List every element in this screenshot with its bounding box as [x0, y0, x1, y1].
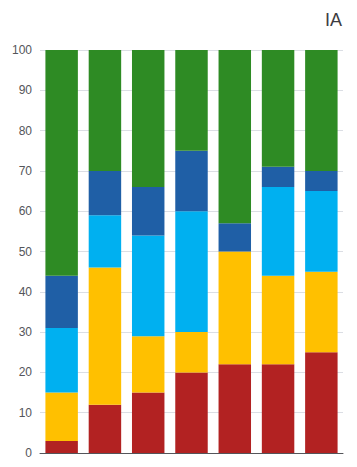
svg-text:IA: IA [325, 10, 342, 30]
svg-text:0: 0 [25, 446, 32, 460]
svg-text:50: 50 [19, 245, 33, 259]
svg-text:40: 40 [19, 285, 33, 299]
svg-text:80: 80 [19, 124, 33, 138]
svg-text:20: 20 [19, 365, 33, 379]
svg-text:10: 10 [19, 406, 33, 420]
svg-text:90: 90 [19, 83, 33, 97]
svg-text:60: 60 [19, 204, 33, 218]
svg-text:70: 70 [19, 164, 33, 178]
svg-text:30: 30 [19, 325, 33, 339]
svg-text:100: 100 [12, 43, 32, 57]
